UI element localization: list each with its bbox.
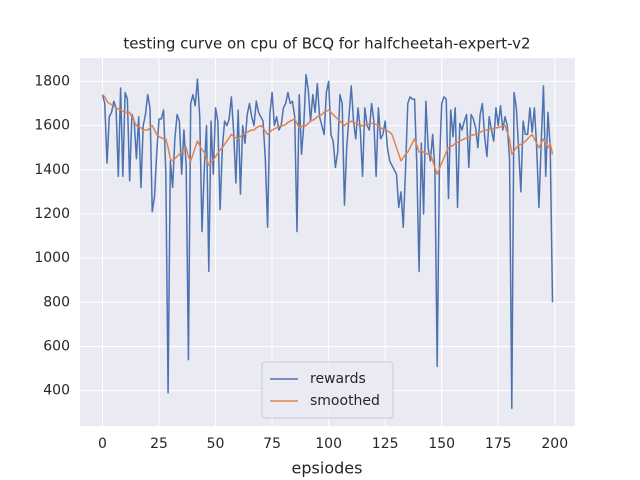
- x-tick-label: 200: [541, 436, 568, 452]
- legend-box: [261, 361, 394, 419]
- x-tick-label: 25: [150, 436, 168, 452]
- x-tick-label: 125: [372, 436, 399, 452]
- y-tick-label: 400: [43, 383, 70, 399]
- line-series: [101, 94, 554, 175]
- y-tick-label: 1000: [34, 250, 70, 266]
- legend-label: rewards: [310, 371, 366, 387]
- legend: rewards smoothed: [261, 361, 394, 419]
- chart-title: testing curve on cpu of BCQ for halfchee…: [123, 35, 530, 53]
- x-axis-label: epsiodes: [292, 459, 363, 478]
- x-tick-label: 0: [98, 436, 107, 452]
- x-tick-label: 175: [485, 436, 512, 452]
- x-tick-label: 75: [263, 436, 281, 452]
- lines: [101, 74, 554, 410]
- y-tick-label: 1800: [34, 73, 70, 89]
- x-tick-label: 50: [207, 436, 225, 452]
- line-series: [101, 74, 554, 410]
- y-tick-label: 600: [43, 338, 70, 354]
- y-tick-label: 1400: [34, 162, 70, 178]
- x-tick-label: 100: [315, 436, 342, 452]
- y-tick-label: 1600: [34, 118, 70, 134]
- y-tick-label: 800: [43, 294, 70, 310]
- x-tick-label: 150: [428, 436, 455, 452]
- legend-label: smoothed: [310, 393, 380, 409]
- y-tick-label: 1200: [34, 206, 70, 222]
